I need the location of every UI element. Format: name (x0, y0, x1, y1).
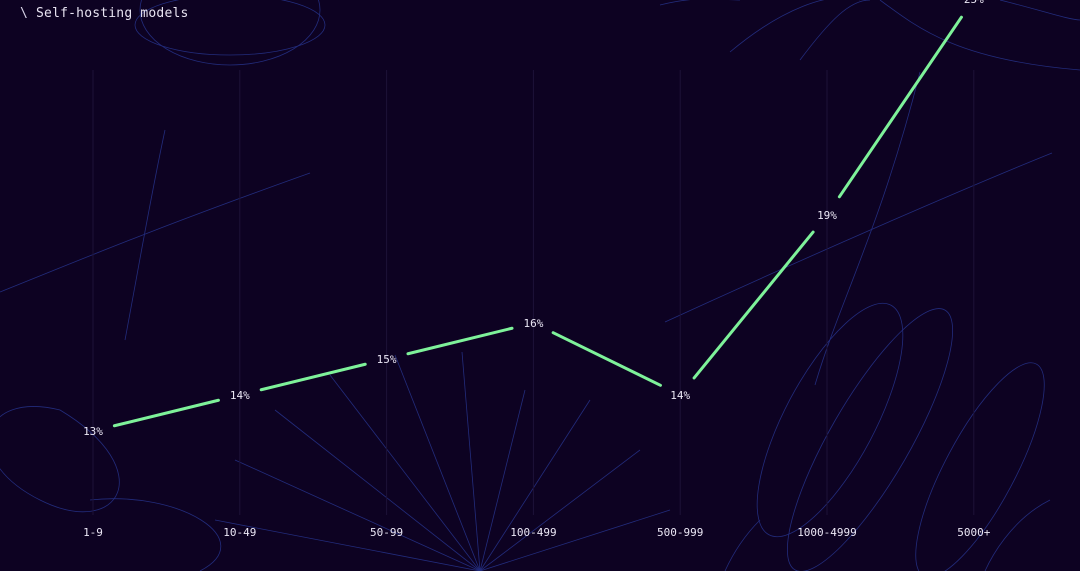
decor-ray (461, 351, 481, 571)
decor-curve (0, 406, 120, 512)
x-tick-label: 1-9 (83, 526, 103, 539)
decor-curve (879, 0, 1080, 71)
decor-curve (664, 152, 1053, 323)
decor-ray (479, 509, 671, 571)
line-segment (112, 398, 220, 428)
data-labels: 13% 14% 15% 16% 14% 19% 25% (83, 0, 984, 438)
data-label: 13% (83, 425, 103, 438)
chart-title: \ Self-hosting models (20, 6, 189, 21)
decor-ellipse (134, 0, 326, 56)
x-tick-label: 1000-4999 (797, 526, 857, 539)
grid (92, 70, 975, 515)
decor-curve (724, 519, 761, 571)
decor-ray (479, 399, 591, 571)
decor-ellipse (139, 0, 321, 66)
decor-curve (984, 499, 1051, 571)
data-label: 14% (670, 389, 690, 402)
decor-ellipse (756, 302, 904, 538)
data-label: 19% (817, 209, 837, 222)
line-segment (692, 230, 815, 380)
decor-ray (479, 449, 641, 571)
decor-ellipse (786, 308, 954, 571)
decor-curve (124, 129, 166, 341)
decor-ellipse (915, 362, 1045, 571)
data-label: 16% (523, 317, 543, 330)
decor-curve (659, 0, 740, 6)
decor-ray (234, 459, 481, 571)
decor-ray (479, 389, 526, 571)
line-segment (837, 15, 963, 199)
series-line (112, 15, 963, 428)
decor-ray (274, 409, 481, 571)
decor-curve (729, 0, 860, 53)
line-segment (551, 331, 662, 387)
data-label: 15% (377, 353, 397, 366)
x-tick-label: 50-99 (370, 526, 403, 539)
decor-curve (0, 172, 311, 293)
x-tick-label: 10-49 (223, 526, 256, 539)
x-tick-label: 5000+ (957, 526, 990, 539)
line-segment (259, 362, 367, 392)
decor-curve (89, 498, 222, 571)
x-tick-label: 500-999 (657, 526, 703, 539)
chart-title-text: Self-hosting models (36, 6, 189, 21)
decor-ray (214, 519, 481, 571)
decor-ray (394, 354, 481, 571)
backslash-icon: \ (20, 6, 29, 21)
x-axis-ticks: 1-9 10-49 50-99 100-499 500-999 1000-4999 5000… (83, 526, 991, 539)
decor-curve (999, 0, 1080, 21)
line-segment (406, 326, 514, 356)
data-label: 14% (230, 389, 250, 402)
data-label: 25% (964, 0, 984, 6)
decor-curve (814, 71, 921, 386)
x-tick-label: 100-499 (510, 526, 556, 539)
decor-curve (799, 0, 871, 61)
decor-ray (329, 374, 481, 571)
